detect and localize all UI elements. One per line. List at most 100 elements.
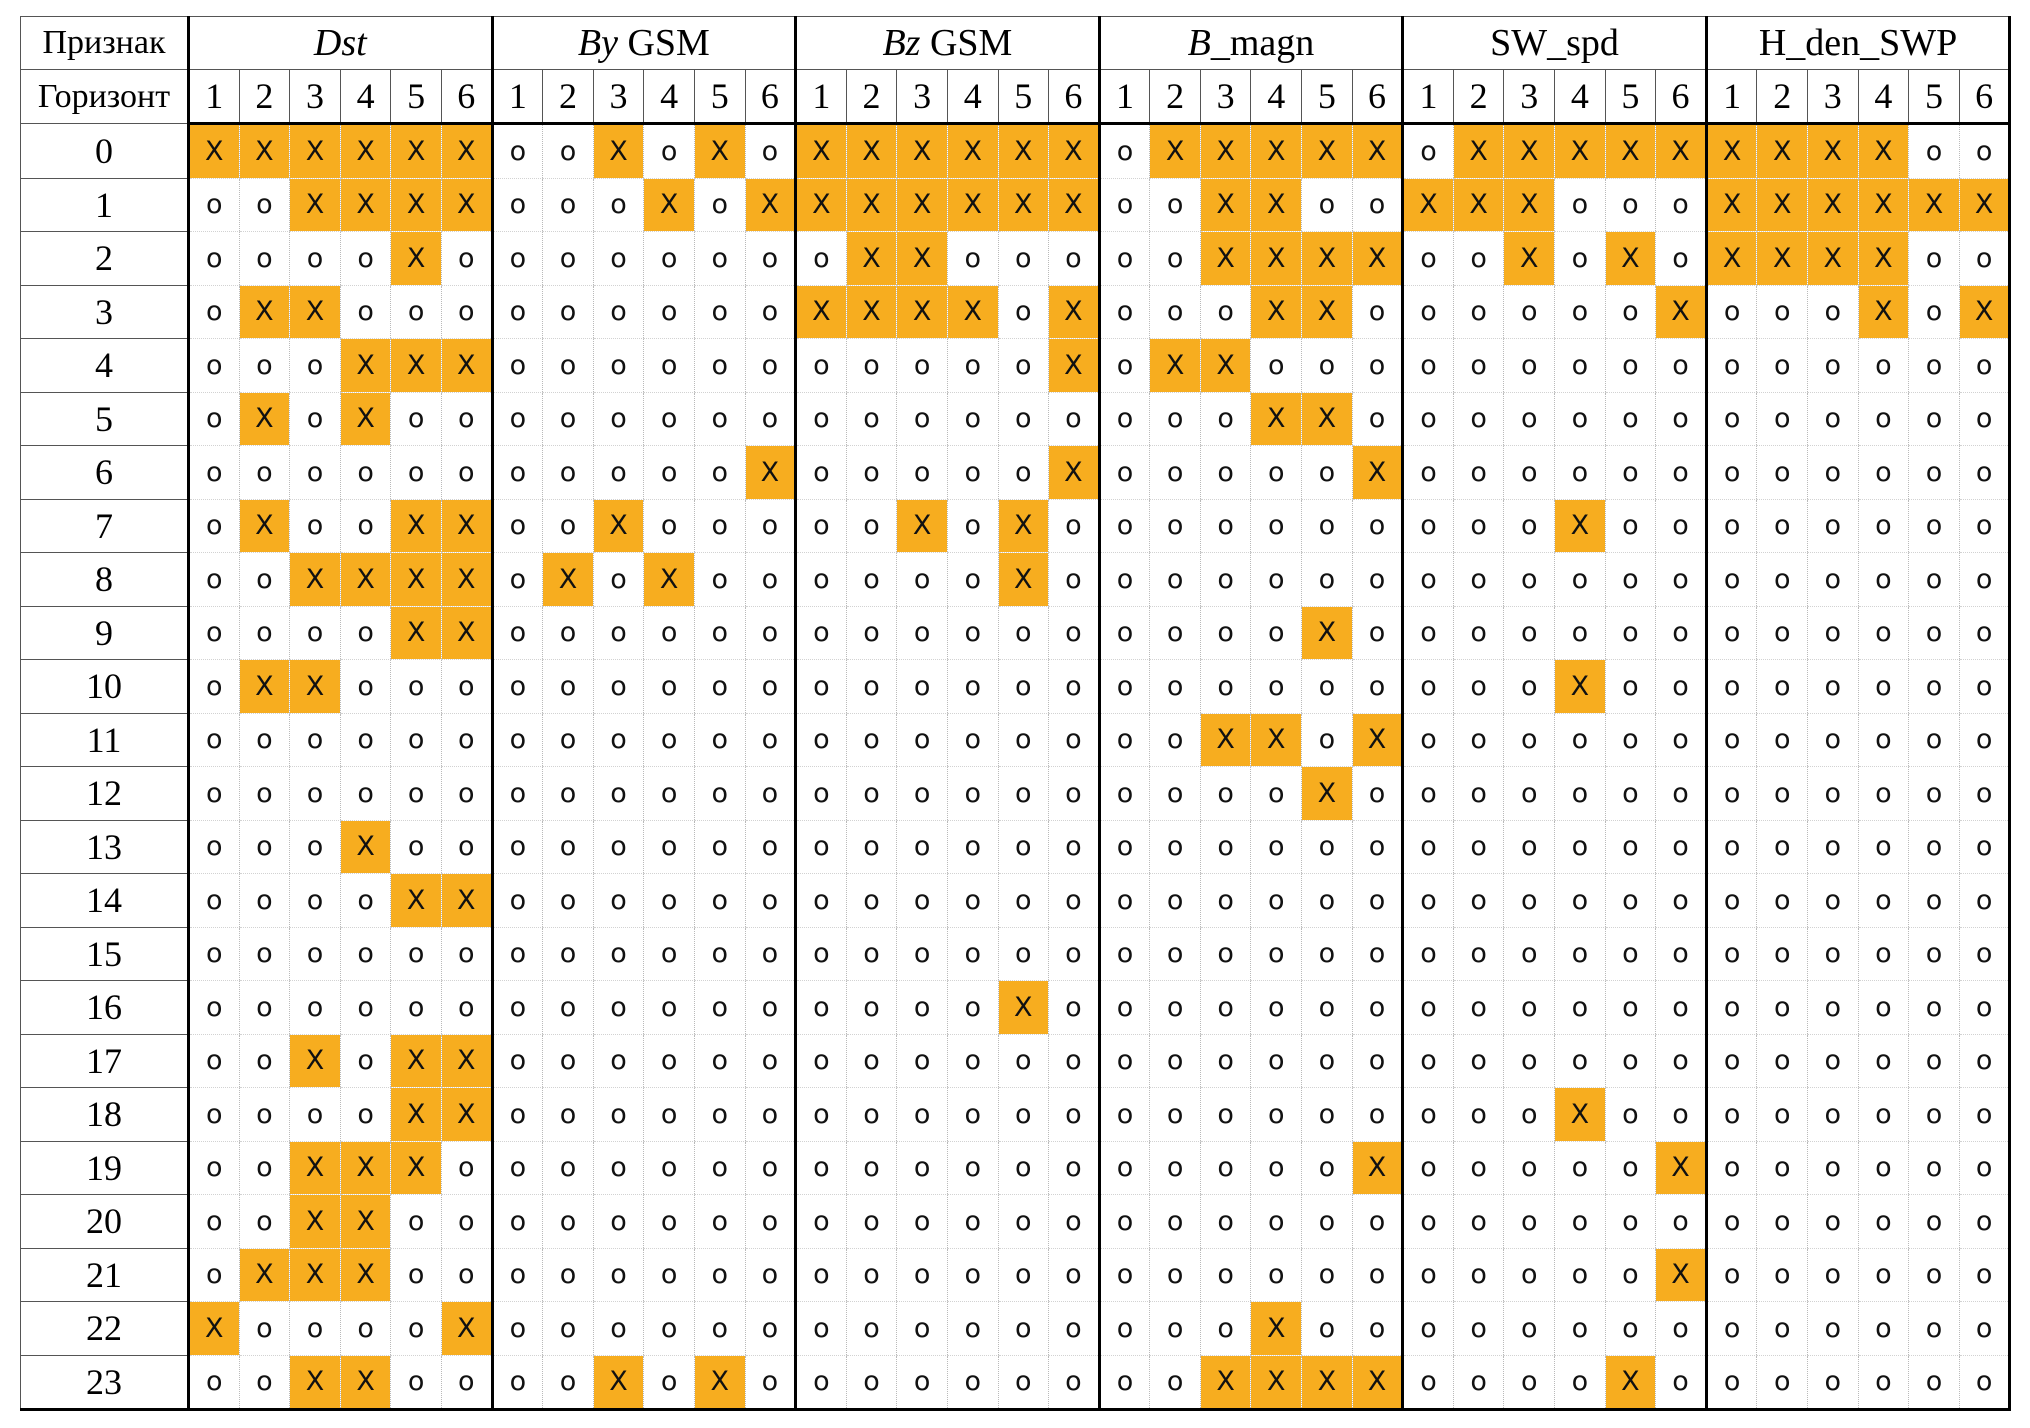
marker-cell-empty: o [1351,284,1403,339]
marker-cell-empty: o [289,605,341,660]
marker-cell-empty: o [1149,980,1201,1035]
marker-cell-empty: o [946,1140,998,1195]
marker-cell-empty: o [1908,766,1960,821]
marker-cell-empty: o [946,766,998,821]
marker-cell-empty: o [1097,819,1150,874]
marker-cell-selected: X [1250,1301,1302,1356]
marker-cell-empty: o [187,712,240,767]
marker-cell-empty: o [1503,873,1555,928]
marker-cell-empty: o [896,552,948,607]
marker-cell-empty: o [542,1354,594,1411]
marker-cell-empty: o [1401,284,1454,339]
marker-cell-empty: o [693,338,746,393]
marker-cell-empty: o [794,1301,847,1356]
marker-cell-empty: o [1958,1140,2012,1195]
marker-cell-empty: o [1149,1140,1201,1195]
marker-cell-selected: X [440,1033,493,1088]
marker-cell-empty: o [1401,766,1454,821]
marker-cell-empty: o [643,1247,695,1302]
row-label: 20 [20,1194,189,1249]
marker-cell-empty: o [845,1033,897,1088]
horizon-header: 4 [339,69,392,124]
marker-cell-empty: o [1756,1194,1808,1249]
marker-cell-empty: o [1807,926,1859,981]
marker-cell-empty: o [592,391,644,446]
marker-cell-selected: X [1958,177,2012,232]
marker-cell-empty: o [592,1247,644,1302]
marker-cell-empty: o [946,1354,998,1411]
marker-cell-empty: o [390,1247,442,1302]
marker-cell-empty: o [1452,552,1504,607]
marker-cell-empty: o [1097,980,1150,1035]
marker-cell-empty: o [997,1033,1049,1088]
marker-cell-empty: o [1452,1247,1504,1302]
marker-cell-empty: o [1401,926,1454,981]
marker-cell-empty: o [490,1194,543,1249]
marker-cell-empty: o [490,1247,543,1302]
feature-header: SW_spd [1401,16,1707,70]
marker-cell-empty: o [1958,498,2012,553]
marker-cell-empty: o [693,284,746,339]
marker-cell-selected: X [1452,177,1504,232]
marker-cell-empty: o [1958,552,2012,607]
marker-cell-empty: o [845,712,897,767]
marker-cell-selected: X [1250,712,1302,767]
marker-cell-empty: o [1149,766,1201,821]
marker-cell-empty: o [1250,1087,1302,1142]
marker-cell-selected: X [390,177,442,232]
marker-cell-empty: o [1807,980,1859,1035]
marker-cell-selected: X [440,498,493,553]
marker-cell-empty: o [592,1301,644,1356]
marker-cell-selected: X [1554,1087,1606,1142]
marker-cell-empty: o [1452,605,1504,660]
marker-cell-selected: X [997,177,1049,232]
marker-cell-empty: o [1149,819,1201,874]
marker-cell-empty: o [1048,712,1100,767]
marker-cell-empty: o [490,766,543,821]
marker-cell-empty: o [744,819,796,874]
marker-cell-empty: o [1756,338,1808,393]
marker-cell-empty: o [1604,498,1656,553]
marker-cell-empty: o [542,605,594,660]
marker-cell-empty: o [693,819,746,874]
marker-cell-selected: X [1807,231,1859,286]
marker-cell-empty: o [1301,926,1353,981]
marker-cell-empty: o [744,1087,796,1142]
marker-cell-empty: o [1807,766,1859,821]
marker-cell-empty: o [187,498,240,553]
marker-cell-empty: o [693,1033,746,1088]
row-label: 3 [20,284,189,339]
feature-header: Bz GSM [794,16,1100,70]
marker-cell-empty: o [1655,766,1707,821]
horizon-header: 1 [1704,69,1758,124]
marker-cell-empty: o [339,1033,391,1088]
table-row: 15 o o o o o o o o o o o o o o o o o o o o o o o o o o o o o o o o o o o o [20,926,2012,981]
marker-cell-selected: X [289,1354,341,1411]
marker-cell-empty: o [1554,1140,1606,1195]
marker-cell-empty: o [187,1033,240,1088]
marker-cell-empty: o [542,980,594,1035]
marker-cell-empty: o [1704,926,1757,981]
marker-cell-selected: X [1857,231,1909,286]
marker-cell-empty: o [238,926,290,981]
marker-cell-empty: o [1149,1247,1201,1302]
marker-cell-empty: o [542,1194,594,1249]
marker-cell-empty: o [643,445,695,500]
marker-cell-selected: X [946,122,998,179]
marker-cell-empty: o [1401,231,1454,286]
marker-cell-empty: o [794,1087,847,1142]
marker-cell-empty: o [1908,659,1960,714]
marker-cell-empty: o [187,819,240,874]
marker-cell-empty: o [542,766,594,821]
marker-cell-selected: X [238,498,290,553]
horizon-header: 2 [1756,69,1808,124]
marker-cell-empty: o [1958,819,2012,874]
marker-cell-empty: o [1250,1033,1302,1088]
marker-cell-empty: o [896,873,948,928]
marker-cell-empty: o [896,712,948,767]
row-label: 23 [20,1354,189,1411]
marker-cell-empty: o [1149,552,1201,607]
marker-cell-empty: o [490,1301,543,1356]
